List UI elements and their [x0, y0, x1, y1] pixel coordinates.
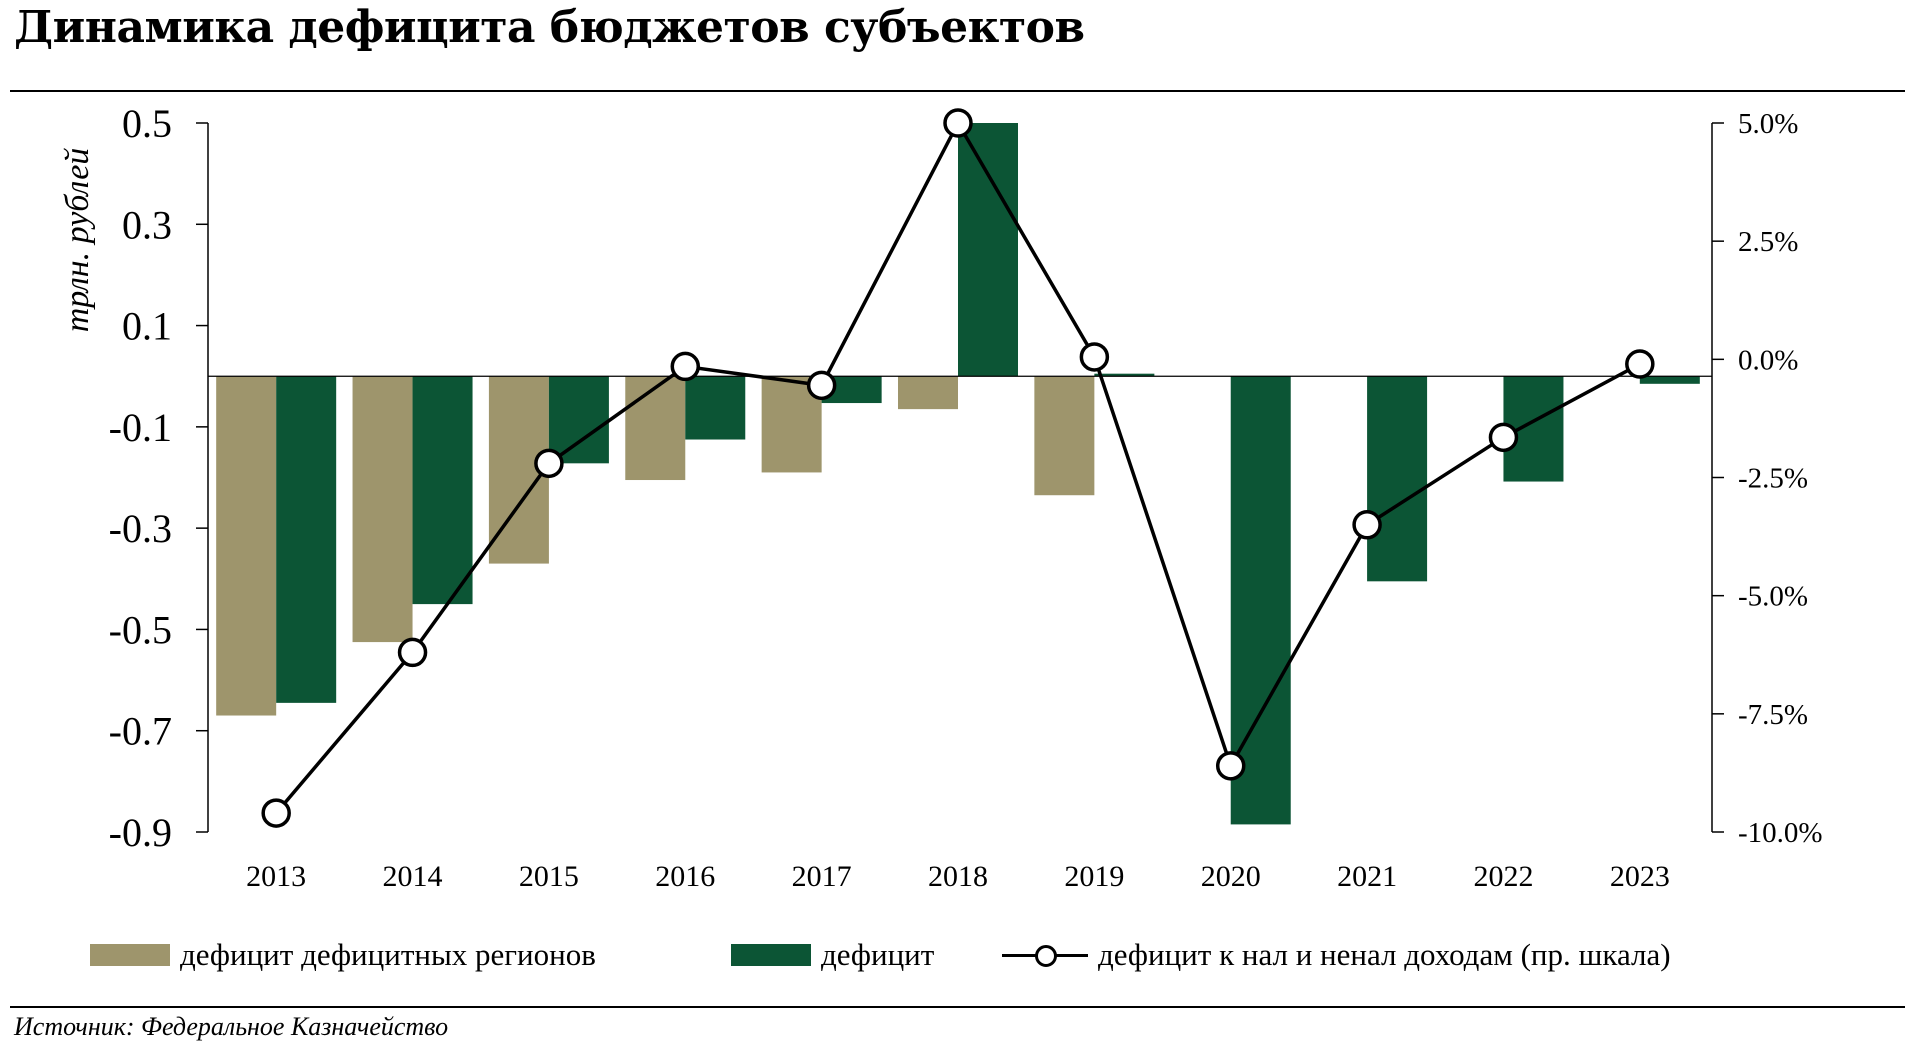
- bar-green: [276, 376, 337, 703]
- bar-green: [1367, 376, 1428, 582]
- legend: дефицит дефицитных регионов дефицит дефи…: [0, 930, 1909, 980]
- x-tick-label: 2015: [519, 860, 579, 893]
- right-tick-label: -7.5%: [1738, 699, 1808, 731]
- x-tick-label: 2014: [383, 860, 443, 893]
- source-note: Источник: Федеральное Казначейство: [14, 1012, 449, 1041]
- legend-item-line: дефицит к нал и ненал доходам (пр. шкала…: [1002, 930, 1671, 980]
- line-marker: [806, 370, 837, 401]
- line-marker: [1079, 342, 1110, 372]
- x-tick-label: 2016: [655, 860, 715, 893]
- left-tick-label: -0.9: [109, 810, 172, 855]
- right-tick-label: 2.5%: [1738, 226, 1798, 258]
- right-tick-label: 0.0%: [1738, 344, 1798, 376]
- top-rule: [10, 90, 1905, 92]
- chart-area: 0.5 0.3 0.1 -0.1 -0.3 -0.5 -0.7 -0.9 5.0% 2.5% 0.0…: [59, 101, 1823, 893]
- x-tick-label: 2023: [1610, 860, 1670, 893]
- left-tick-label: 0.1: [122, 304, 172, 349]
- x-tick-label: 2022: [1473, 860, 1533, 893]
- bar-green: [412, 376, 473, 605]
- chart-title: Динамика дефицита бюджетов субъектов: [14, 2, 1085, 53]
- bar-green: [548, 376, 609, 464]
- bar-tan: [625, 376, 686, 481]
- legend-line-marker: [1002, 944, 1088, 967]
- left-tick-label: -0.1: [109, 405, 172, 450]
- legend-item-green: дефицит: [731, 930, 934, 980]
- legend-label: дефицит к нал и ненал доходам (пр. шкала…: [1098, 937, 1671, 972]
- right-tick-label: -2.5%: [1738, 463, 1808, 495]
- legend-label: дефицит: [821, 937, 935, 972]
- line-marker: [261, 798, 291, 828]
- bar-tan: [898, 376, 958, 410]
- bottom-rule: [10, 1006, 1905, 1008]
- legend-item-tan: дефицит дефицитных регионов: [90, 930, 596, 980]
- x-tick-label: 2017: [792, 860, 852, 893]
- bar-green: [685, 376, 746, 440]
- line-marker: [397, 637, 428, 668]
- line-marker: [1215, 751, 1246, 781]
- x-tick-label: 2019: [1064, 860, 1124, 893]
- line-marker: [1625, 349, 1655, 379]
- bar-green: [958, 123, 1018, 377]
- bar-tan: [352, 376, 413, 643]
- right-tick-label: -5.0%: [1738, 581, 1808, 613]
- x-tick-label: 2020: [1201, 860, 1261, 893]
- bar-green: [1639, 376, 1700, 384]
- bar-tan: [1034, 376, 1095, 496]
- bar-tan: [216, 376, 277, 716]
- line-marker: [670, 351, 701, 382]
- legend-label: дефицит дефицитных регионов: [180, 937, 596, 972]
- x-tick-label: 2021: [1337, 860, 1397, 893]
- left-tick-label: -0.7: [109, 709, 172, 754]
- line-marker: [534, 448, 564, 479]
- x-tick-label: 2013: [246, 860, 306, 893]
- right-tick-label: -10.0%: [1738, 817, 1823, 849]
- left-tick-label: 0.3: [122, 202, 172, 247]
- line-marker: [943, 108, 973, 138]
- left-tick-label: -0.5: [109, 607, 172, 652]
- legend-swatch-tan: [90, 944, 170, 966]
- left-tick-label: 0.5: [122, 101, 172, 146]
- legend-swatch-green: [731, 944, 811, 966]
- x-tick-label: 2018: [928, 860, 988, 893]
- line-marker: [1352, 510, 1382, 540]
- right-tick-label: 5.0%: [1738, 108, 1798, 140]
- line-marker: [1488, 422, 1519, 453]
- left-tick-label: -0.3: [109, 506, 172, 551]
- y-axis-title: трлн. рублей: [59, 148, 96, 333]
- bar-green: [1094, 373, 1155, 377]
